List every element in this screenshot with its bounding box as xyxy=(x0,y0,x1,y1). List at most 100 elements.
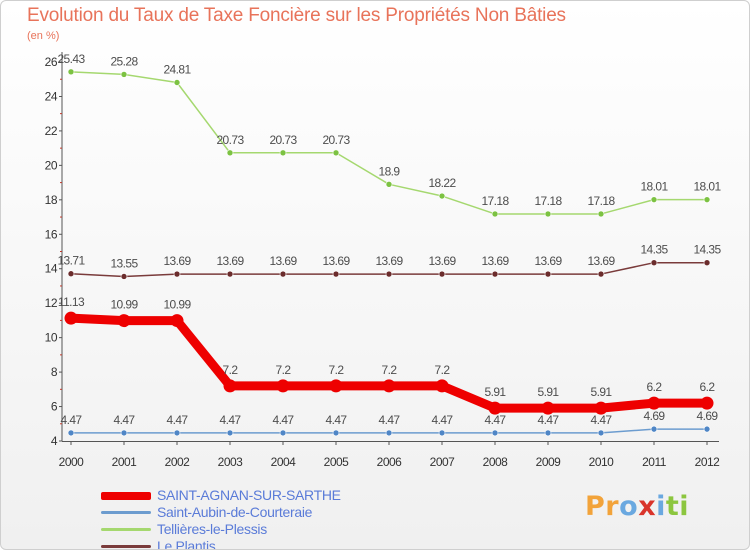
data-point xyxy=(650,196,658,203)
data-label: 5.91 xyxy=(485,385,507,399)
data-point xyxy=(650,259,658,266)
data-point xyxy=(488,401,502,415)
data-point xyxy=(226,270,234,278)
data-point xyxy=(120,273,128,280)
data-point xyxy=(438,270,446,278)
data-label: 13.69 xyxy=(481,254,509,268)
data-label: 4.47 xyxy=(167,413,189,427)
data-label: 13.69 xyxy=(269,254,297,268)
data-point xyxy=(594,401,608,415)
data-label: 7.2 xyxy=(382,363,398,377)
x-tick-label: 2011 xyxy=(642,455,667,469)
data-label: 4.69 xyxy=(644,409,666,423)
unit-label: (en %) xyxy=(27,30,60,42)
data-point xyxy=(332,149,340,157)
data-label: 13.69 xyxy=(322,254,350,268)
data-point xyxy=(544,429,552,437)
legend-label: Le Plantis xyxy=(157,538,216,550)
data-point xyxy=(170,314,184,328)
y-tick-label: 24 xyxy=(45,89,58,103)
data-point xyxy=(597,270,605,278)
data-point xyxy=(541,401,555,415)
logo-letter: P xyxy=(585,491,606,522)
data-label: 25.43 xyxy=(57,52,85,66)
data-label: 4.47 xyxy=(485,413,507,427)
data-label: 7.2 xyxy=(329,363,345,377)
data-label: 20.73 xyxy=(216,133,244,147)
data-label: 4.47 xyxy=(273,413,295,427)
data-point xyxy=(703,425,711,433)
data-point xyxy=(117,314,131,328)
logo-letter: i xyxy=(679,491,690,522)
data-point xyxy=(276,379,290,393)
data-label: 24.81 xyxy=(163,63,191,77)
data-label: 14.35 xyxy=(693,243,721,257)
data-point xyxy=(120,429,128,437)
x-tick-label: 2001 xyxy=(112,455,138,469)
x-tick-label: 2008 xyxy=(483,455,509,469)
data-point xyxy=(279,270,287,278)
data-label: 18.9 xyxy=(379,164,401,178)
proxiti-logo: Proxiti xyxy=(585,491,689,522)
data-point xyxy=(544,270,552,278)
data-point xyxy=(438,429,446,437)
logo-letter: i xyxy=(656,491,666,522)
data-label: 13.69 xyxy=(375,254,403,268)
data-label: 5.91 xyxy=(591,385,613,399)
data-point xyxy=(332,270,340,278)
data-label: 25.28 xyxy=(110,54,138,68)
x-tick-label: 2003 xyxy=(218,455,244,469)
y-tick-label: 26 xyxy=(45,55,58,69)
series-line-2 xyxy=(70,71,708,215)
x-tick-label: 2005 xyxy=(324,455,350,469)
legend-swatch xyxy=(101,492,151,500)
legend-swatch xyxy=(101,511,151,514)
data-point xyxy=(491,429,499,437)
data-label: 4.47 xyxy=(114,413,136,427)
data-label: 10.99 xyxy=(110,298,138,312)
y-tick-label: 20 xyxy=(45,158,58,172)
data-label: 4.47 xyxy=(538,413,560,427)
data-label: 11.13 xyxy=(58,295,85,309)
data-label: 6.2 xyxy=(647,380,663,394)
data-label: 20.73 xyxy=(269,133,297,147)
data-point xyxy=(544,210,552,218)
legend-swatch xyxy=(101,545,151,548)
data-label: 6.2 xyxy=(700,380,716,394)
data-point xyxy=(332,429,340,437)
data-point xyxy=(597,210,605,218)
y-tick-label: 12 xyxy=(45,296,58,310)
data-point xyxy=(597,429,605,437)
data-label: 10.99 xyxy=(163,298,191,312)
y-tick-label: 16 xyxy=(45,227,58,241)
data-label: 13.69 xyxy=(163,254,191,268)
y-tick-label: 14 xyxy=(45,262,58,276)
data-point xyxy=(173,429,181,437)
data-point xyxy=(226,149,234,157)
data-point xyxy=(703,196,711,203)
data-label: 13.55 xyxy=(110,256,138,270)
data-point xyxy=(64,311,78,325)
legend-label: Tellières-le-Plessis xyxy=(157,521,267,537)
data-label: 17.18 xyxy=(481,194,509,208)
data-label: 13.71 xyxy=(57,254,85,268)
y-tick-label: 18 xyxy=(45,193,58,207)
x-tick-label: 2007 xyxy=(430,455,456,469)
data-point xyxy=(385,181,393,188)
data-point xyxy=(173,270,181,278)
legend-label: SAINT-AGNAN-SUR-SARTHE xyxy=(157,487,341,503)
x-tick-label: 2002 xyxy=(165,455,191,469)
logo-letter: t xyxy=(665,491,680,522)
x-tick-label: 2010 xyxy=(589,455,615,469)
data-label: 5.91 xyxy=(538,385,560,399)
data-point xyxy=(67,429,75,437)
logo-letter: x xyxy=(638,491,657,522)
legend-label: Saint-Aubin-de-Courteraie xyxy=(157,504,313,520)
data-label: 18.01 xyxy=(640,180,668,194)
data-point xyxy=(173,79,181,86)
x-tick-label: 2012 xyxy=(695,455,721,469)
chart-title: Evolution du Taux de Taxe Foncière sur l… xyxy=(27,5,566,26)
y-tick-label: 10 xyxy=(45,331,58,345)
